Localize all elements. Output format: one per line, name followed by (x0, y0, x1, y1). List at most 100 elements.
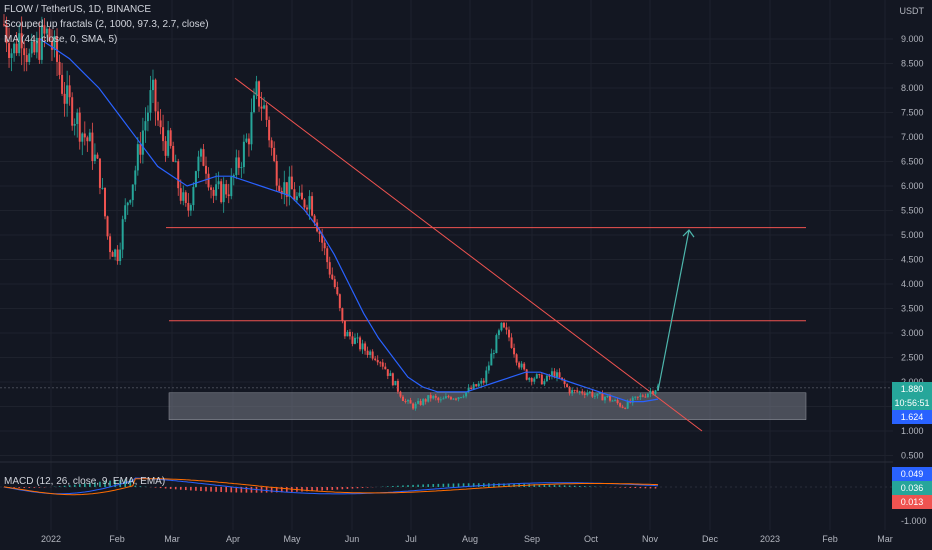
candle-body (654, 390, 657, 394)
candle-body (258, 81, 261, 107)
macd-histogram-tag: 0.013 (892, 495, 932, 509)
candle-body (520, 363, 523, 368)
candle-body (513, 347, 516, 355)
macd-histogram-bar (553, 484, 556, 487)
candle-body (134, 170, 137, 185)
candle-body (583, 393, 586, 395)
macd-histogram-bar (73, 484, 76, 487)
x-tick-label: Mar (877, 534, 893, 544)
macd-histogram-bar (548, 484, 551, 487)
candle-body (119, 249, 122, 262)
macd-histogram-bar (18, 487, 20, 488)
y-tick-label: 8.000 (901, 83, 924, 93)
candle-body (18, 33, 21, 54)
macd-histogram-bar (634, 487, 637, 489)
macd-histogram-bar (13, 487, 15, 488)
macd-histogram-bar (311, 487, 313, 492)
candle-body (472, 384, 475, 389)
candle-body (641, 395, 644, 397)
x-tick-label: May (283, 534, 301, 544)
macd-histogram-bar (533, 484, 536, 487)
macd-histogram-bar (407, 485, 409, 487)
y-tick-label: 7.000 (901, 132, 924, 142)
symbol-title[interactable]: FLOW / TetherUS, 1D, BINANCE (4, 4, 152, 15)
macd-histogram-bar (437, 483, 440, 487)
candle-body (232, 175, 235, 177)
candle-body (346, 331, 349, 337)
candle-body (159, 120, 162, 128)
macd-histogram-bar (68, 485, 71, 487)
candle-body (525, 369, 528, 380)
candle-body (384, 366, 387, 370)
macd-histogram-bar (422, 484, 424, 487)
candle-body (212, 189, 215, 196)
macd-histogram-bar (84, 483, 86, 487)
candle-body (359, 337, 362, 350)
candle-body (252, 95, 255, 113)
candle-body (109, 236, 112, 253)
macd-histogram-bar (38, 487, 41, 488)
candle-body (104, 187, 107, 217)
downtrend-line (234, 77, 703, 432)
candle-body (35, 37, 38, 53)
y-tick-label: 9.000 (901, 34, 924, 44)
macd-histogram-bar (578, 485, 581, 487)
macd-histogram-bar (568, 485, 571, 487)
candle-body (598, 393, 601, 395)
macd-histogram-bar (397, 485, 399, 487)
candle-body (462, 396, 465, 398)
macd-value-tag: 0.049 (892, 467, 932, 481)
y-tick-label: 8.500 (901, 59, 924, 69)
macd-line (3, 477, 659, 495)
candle-body (475, 384, 478, 387)
macd-histogram-bar (164, 487, 167, 489)
macd-histogram-bar (195, 487, 197, 491)
macd-histogram-bar (245, 487, 248, 493)
macd-histogram-bar (654, 487, 657, 489)
macd-histogram-bar (89, 482, 91, 487)
macd-histogram-bar (159, 487, 162, 489)
y-axis: 9.000 8.500 8.000 7.500 7.000 6.500 6.000 5.500… (901, 34, 927, 526)
candle-body (194, 171, 197, 187)
macd-label[interactable]: MACD (12, 26, close, 9, EMA, EMA) (4, 476, 166, 487)
candle-body (83, 133, 86, 138)
candle-body (366, 350, 369, 355)
macd-histogram-bar (280, 487, 283, 493)
candle-body (177, 161, 180, 189)
x-tick-label: Aug (462, 534, 478, 544)
x-tick-label: Apr (226, 534, 240, 544)
macd-histogram-bar (583, 486, 586, 487)
candle-body (124, 205, 127, 220)
candle-body (237, 157, 240, 168)
macd-histogram-bar (467, 483, 470, 487)
candle-body (495, 335, 498, 354)
candle-body (169, 130, 172, 146)
candle-body (409, 400, 412, 404)
candle-body (343, 320, 346, 337)
candle-body (401, 396, 404, 401)
indicator-fractals-label[interactable]: Scouped up fractals (2, 1000, 97.3, 2.7,… (4, 19, 209, 30)
candle-body (434, 395, 437, 398)
grid (0, 0, 893, 530)
candle-body (81, 133, 84, 142)
macd-histogram-bar (124, 479, 127, 487)
macd-histogram-bar (326, 487, 329, 491)
macd-histogram-bar (387, 486, 389, 487)
candle-body (444, 396, 447, 399)
macd-histogram-bar (447, 483, 450, 487)
candle-body (651, 391, 654, 394)
macd-histogram-bar (442, 483, 445, 487)
indicator-ma-label[interactable]: MA (44, close, 0, SMA, 5) (4, 34, 118, 45)
candles (3, 14, 659, 411)
macd-histogram-bar (109, 480, 111, 487)
macd-histogram-bar (63, 485, 66, 487)
candle-body (492, 353, 495, 355)
candle-body (174, 161, 177, 163)
candle-body (179, 188, 182, 201)
macd-histogram-bar (286, 487, 288, 493)
macd-histogram-bar (28, 487, 31, 488)
macd-tick-label: -1.000 (901, 516, 927, 526)
candle-body (278, 185, 281, 191)
candle-body (220, 181, 223, 203)
